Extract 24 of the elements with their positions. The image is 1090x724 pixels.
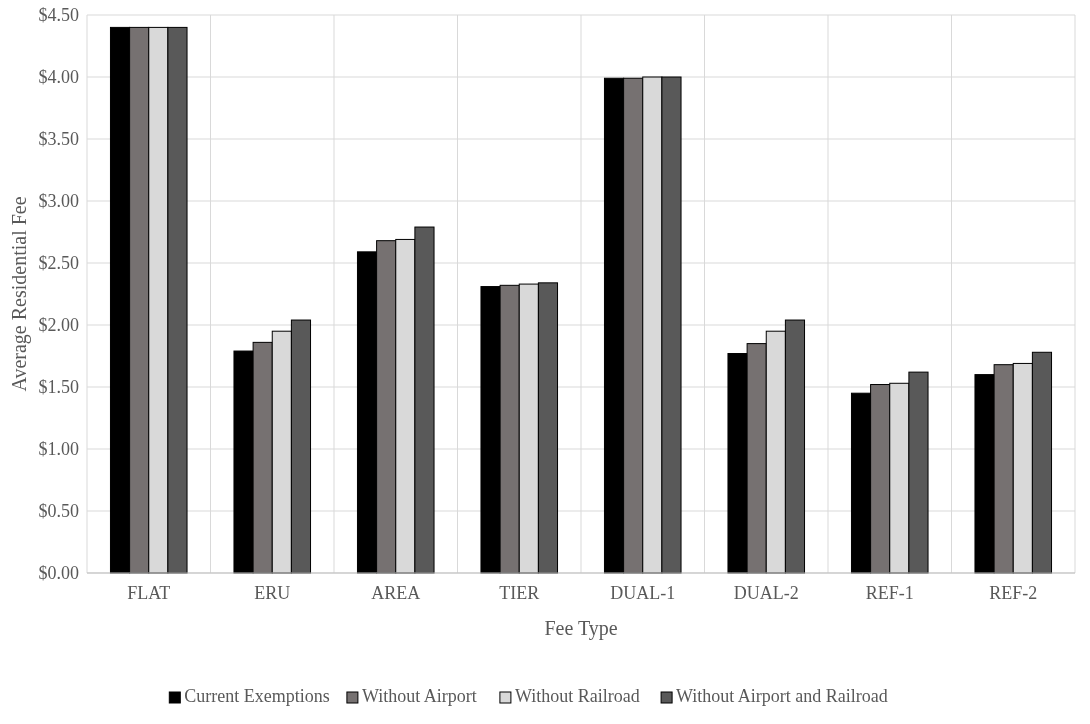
x-tick-label: TIER [499, 583, 540, 603]
x-tick-label: DUAL-1 [610, 583, 676, 603]
y-tick-label: $1.50 [38, 377, 79, 398]
y-tick-label: $0.00 [38, 563, 79, 584]
x-tick-label: AREA [371, 583, 421, 603]
legend-label: Without Airport and Railroad [676, 686, 888, 706]
y-tick-label: $2.00 [38, 315, 79, 336]
x-tick-label: FLAT [127, 583, 171, 603]
y-tick-label: $3.50 [38, 129, 79, 150]
y-tick-label: $0.50 [38, 501, 79, 522]
x-tick-label: REF-1 [865, 583, 914, 603]
x-tick-label: ERU [254, 583, 291, 603]
y-axis-title: Average Residential Fee [8, 196, 31, 392]
legend-label: Without Airport [361, 686, 477, 706]
legend-label: Without Railroad [514, 686, 640, 706]
y-tick-label: $4.00 [38, 67, 79, 88]
legend-label: Current Exemptions [184, 686, 330, 706]
x-tick-label: DUAL-2 [733, 583, 799, 603]
x-tick-label: REF-2 [989, 583, 1038, 603]
y-tick-label: $3.00 [38, 191, 79, 212]
y-tick-label: $2.50 [38, 253, 79, 274]
y-tick-label: $1.00 [38, 439, 79, 460]
x-axis-title: Fee Type [544, 617, 618, 640]
y-tick-label: $4.50 [38, 5, 79, 26]
